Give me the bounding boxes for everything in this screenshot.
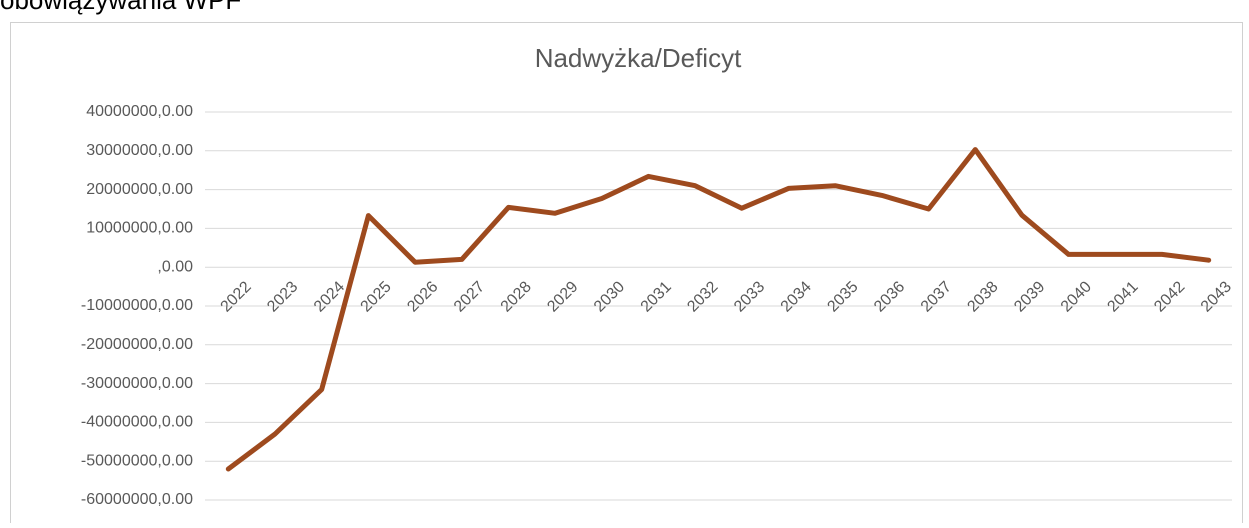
x-tick-label: 2027 [451,278,488,315]
x-tick-label: 2042 [1151,278,1188,315]
y-tick-label: -40000000,0.00 [81,414,193,431]
x-tick-label: 2025 [358,278,395,315]
x-tick-label: 2043 [1198,278,1235,315]
x-tick-label: 2030 [591,278,628,315]
x-tick-label: 2035 [824,278,861,315]
chart-title: Nadwyżka/Deficyt [535,43,742,73]
y-tick-label: -10000000,0.00 [81,297,193,314]
y-tick-label: -30000000,0.00 [81,375,193,392]
x-tick-label: 2022 [218,278,255,315]
x-tick-label: 2038 [964,278,1001,315]
y-tick-label: 10000000,0.00 [86,220,193,237]
caption: obowiązywania WPF [0,0,241,15]
x-tick-label: 2031 [638,278,675,315]
x-tick-label: 2036 [871,278,908,315]
x-tick-label: 2037 [918,278,955,315]
chart-frame [10,22,1243,528]
y-tick-label: -20000000,0.00 [81,336,193,353]
y-tick-label: 40000000,0.00 [86,103,193,120]
x-tick-label: 2029 [544,278,581,315]
x-tick-label: 2032 [684,278,721,315]
y-tick-label: 20000000,0.00 [86,181,193,198]
x-tick-label: 2040 [1058,278,1095,315]
y-tick-label: -50000000,0.00 [81,452,193,469]
line-series [225,147,1212,472]
x-tick-label: 2028 [498,278,535,315]
x-tick-label: 2039 [1011,278,1048,315]
y-tick-label: 30000000,0.00 [86,142,193,159]
x-tick-label: 2033 [731,278,768,315]
x-tick-label: 2026 [404,278,441,315]
x-tick-label: 2023 [264,278,301,315]
y-tick-label: -60000000,0.00 [81,491,193,508]
y-tick-label: ,0.00 [157,258,193,275]
x-tick-label: 2041 [1105,278,1142,315]
x-tick-label: 2034 [778,278,815,315]
